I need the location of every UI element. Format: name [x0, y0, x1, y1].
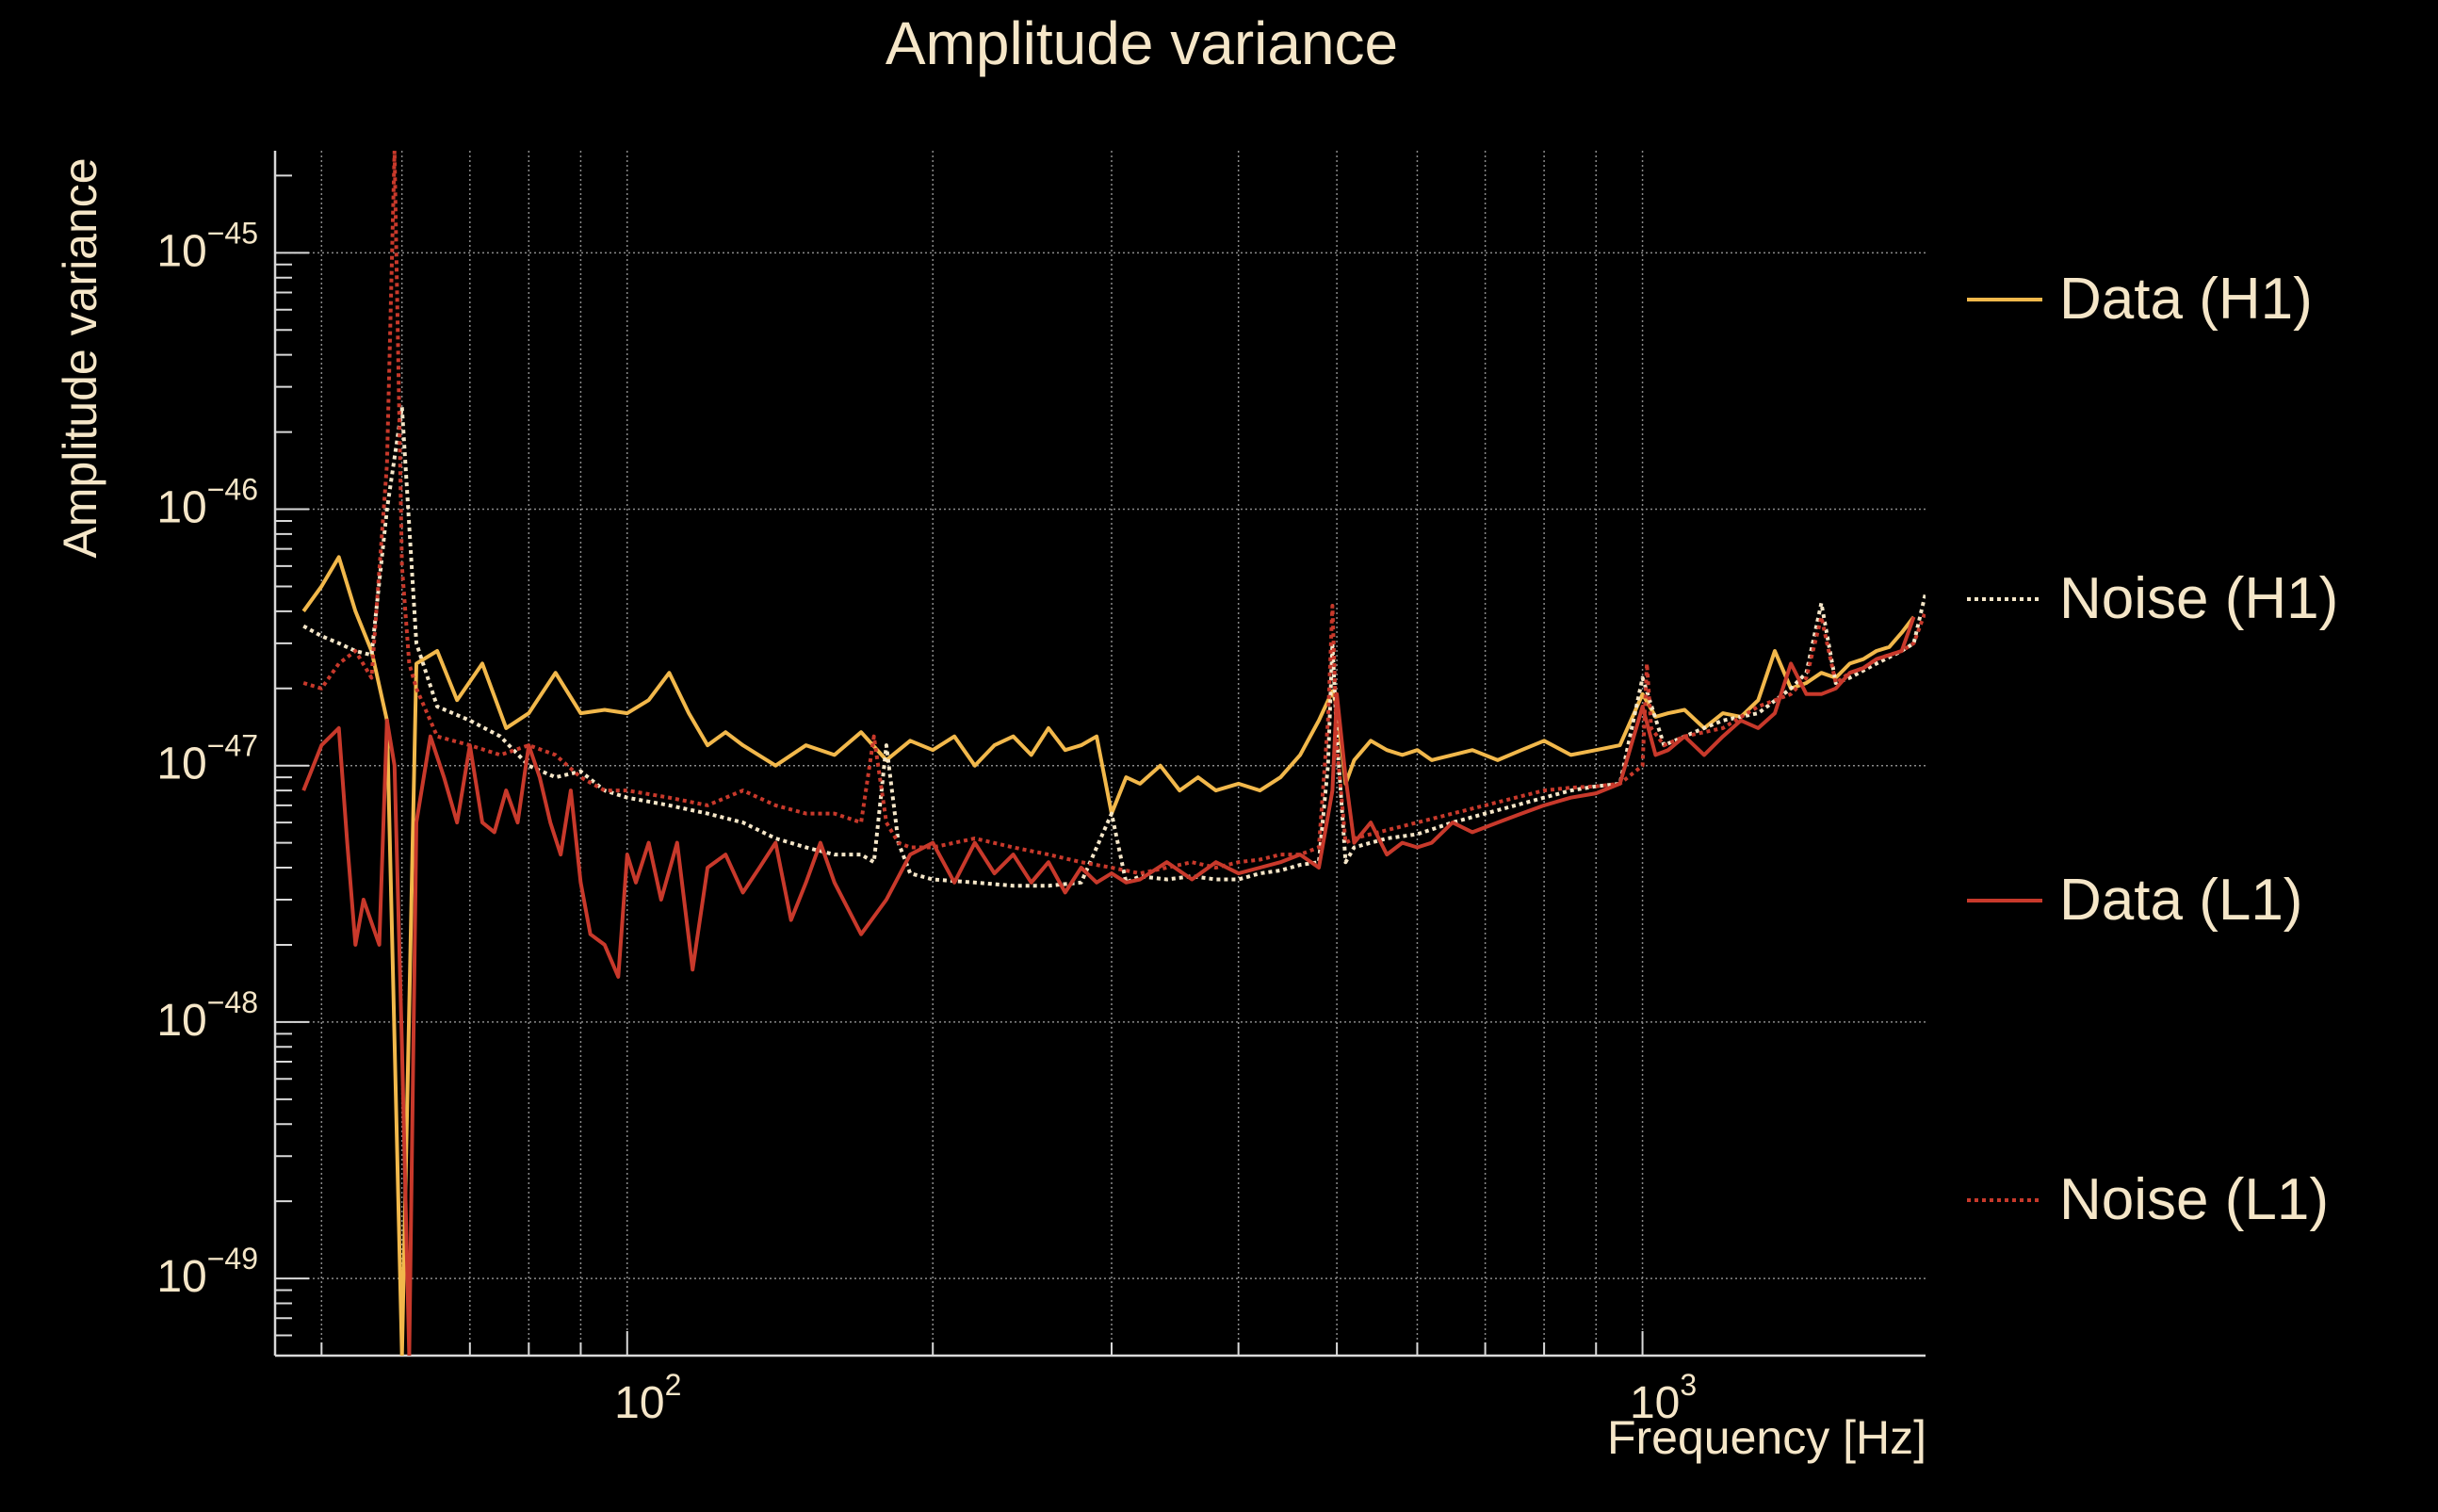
legend-label: Data (H1)	[2059, 267, 2313, 332]
y-axis-label: Amplitude variance	[54, 157, 106, 558]
legend-label: Noise (L1)	[2059, 1167, 2329, 1232]
grid	[275, 151, 1926, 1356]
axes	[273, 151, 1926, 1358]
y-tick-label: 10−47	[156, 729, 258, 789]
y-tick-label: 10−49	[156, 1242, 258, 1302]
legend-label: Noise (H1)	[2059, 566, 2338, 631]
series-line-0	[301, 555, 1916, 1356]
y-tick-label: 10−48	[156, 985, 258, 1046]
series-lines	[301, 151, 1926, 1356]
chart-title: Amplitude variance	[886, 9, 1398, 77]
x-tick-label: 102	[614, 1368, 681, 1428]
series-line-3	[302, 151, 1926, 876]
y-tick-label: 10−46	[156, 473, 258, 533]
legend: Data (H1) Noise (H1) Data (L1) Noise (L1)	[1967, 267, 2338, 1232]
x-tick-label: 103	[1630, 1368, 1697, 1428]
series-line-2	[301, 616, 1916, 1356]
y-tick-label: 10−45	[156, 216, 258, 276]
tick-labels: 10−45 10−46 10−47 10−48 10−49 102 103	[156, 216, 1697, 1428]
legend-label: Data (L1)	[2059, 868, 2302, 933]
x-axis-label: Frequency [Hz]	[1607, 1411, 1926, 1464]
